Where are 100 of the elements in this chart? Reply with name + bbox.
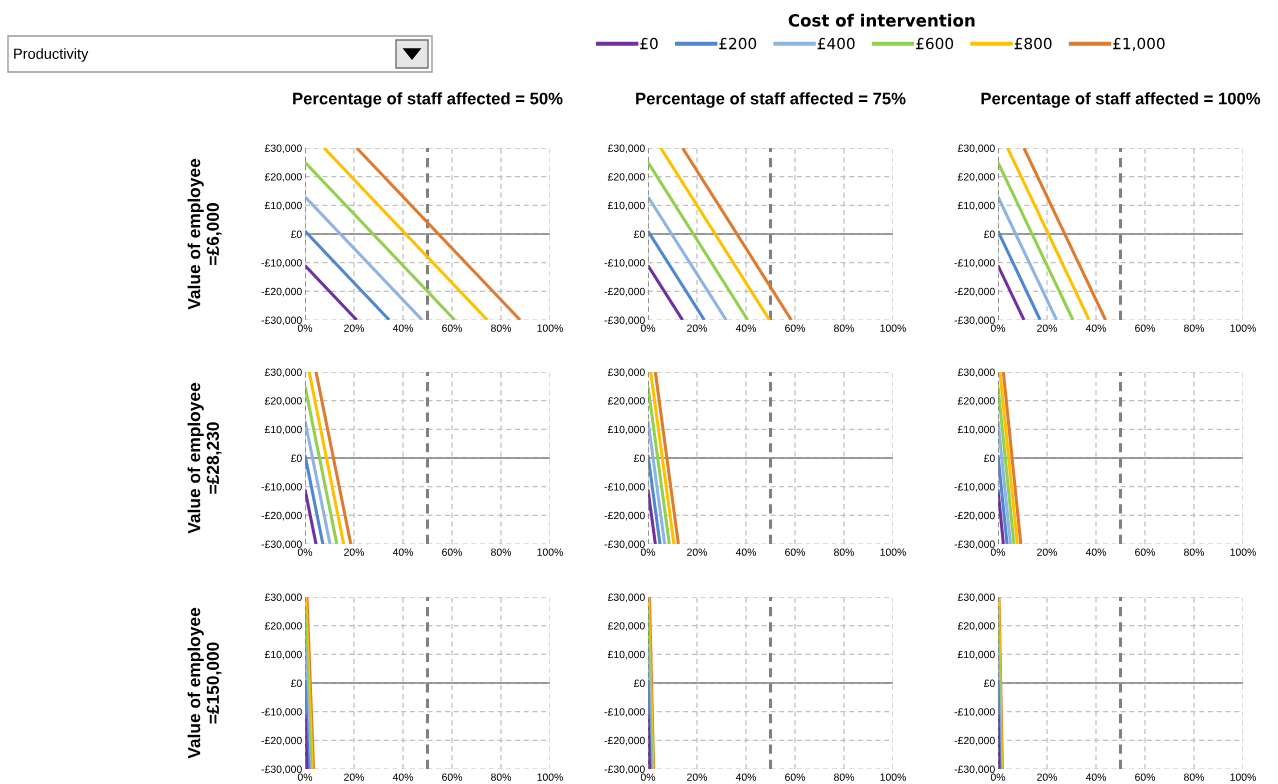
y-axis-title: Value of employee =£28,230 bbox=[187, 382, 222, 534]
y-tick-label: £20,000 bbox=[607, 622, 645, 631]
y-tick-label: -£30,000 bbox=[954, 765, 995, 775]
y-tick-label: £10,000 bbox=[264, 650, 302, 660]
x-tick-label: 60% bbox=[785, 773, 806, 781]
x-tick-label: 0% bbox=[297, 324, 313, 332]
x-tick-label: 0% bbox=[990, 324, 1006, 332]
x-tick-label: 0% bbox=[640, 548, 656, 556]
y-tick-label: -£10,000 bbox=[604, 259, 645, 268]
legend-label: £600 bbox=[916, 37, 954, 50]
y-tick-label: £20,000 bbox=[957, 397, 995, 406]
y-tick-label: -£30,000 bbox=[261, 540, 302, 550]
x-tick-label: 100% bbox=[537, 324, 563, 332]
x-tick-label: 100% bbox=[880, 773, 906, 781]
y-tick-label: £30,000 bbox=[957, 144, 995, 154]
y-tick-label: £10,000 bbox=[957, 425, 995, 435]
x-tick-label: 40% bbox=[392, 548, 414, 556]
y-tick-label: -£30,000 bbox=[604, 540, 645, 550]
legend-label: £200 bbox=[719, 37, 757, 50]
chart-title: Percentage of staff affected = 50% bbox=[293, 92, 563, 108]
y-tick-label: £0 bbox=[633, 230, 645, 238]
x-tick-label: 100% bbox=[1230, 324, 1256, 332]
y-tick-label: £20,000 bbox=[957, 173, 995, 182]
y-tick-label: £30,000 bbox=[607, 368, 645, 378]
x-tick-label: 40% bbox=[735, 548, 757, 556]
x-tick-label: 60% bbox=[1135, 324, 1156, 332]
y-tick-label: £10,000 bbox=[957, 650, 995, 660]
y-tick-label: -£30,000 bbox=[954, 540, 995, 550]
x-tick-label: 20% bbox=[344, 548, 365, 556]
x-tick-label: 0% bbox=[990, 548, 1006, 556]
y-axis-title: Value of employee =£6,000 bbox=[187, 158, 222, 310]
x-tick-label: 0% bbox=[990, 773, 1006, 781]
y-tick-label: -£10,000 bbox=[954, 483, 995, 492]
x-tick-label: 100% bbox=[537, 548, 563, 556]
x-tick-label: 40% bbox=[1085, 773, 1107, 781]
x-tick-label: 60% bbox=[442, 324, 463, 332]
y-tick-label: £10,000 bbox=[607, 425, 645, 435]
y-tick-label: -£10,000 bbox=[604, 708, 645, 717]
x-tick-label: 60% bbox=[785, 324, 806, 332]
y-tick-label: -£10,000 bbox=[261, 708, 302, 717]
y-tick-label: £20,000 bbox=[264, 397, 302, 406]
x-tick-label: 80% bbox=[491, 324, 512, 332]
text: Productivity bbox=[14, 48, 89, 62]
x-tick-label: 0% bbox=[297, 773, 313, 781]
y-tick-label: -£30,000 bbox=[604, 316, 645, 326]
y-tick-label: £20,000 bbox=[957, 622, 995, 631]
y-tick-label: £20,000 bbox=[264, 622, 302, 631]
x-tick-label: 60% bbox=[1135, 548, 1156, 556]
x-tick-label: 80% bbox=[834, 548, 855, 556]
y-tick-label: £30,000 bbox=[607, 593, 645, 603]
x-tick-label: 80% bbox=[491, 548, 512, 556]
x-tick-label: 80% bbox=[1184, 773, 1205, 781]
chart-title: Percentage of staff affected = 100% bbox=[981, 92, 1261, 108]
x-tick-label: 0% bbox=[640, 324, 656, 332]
x-tick-label: 40% bbox=[735, 773, 757, 781]
x-tick-label: 20% bbox=[687, 773, 708, 781]
y-tick-label: £20,000 bbox=[607, 173, 645, 182]
y-tick-label: -£20,000 bbox=[604, 736, 645, 746]
y-tick-label: £30,000 bbox=[957, 593, 995, 603]
x-tick-label: 80% bbox=[1184, 324, 1205, 332]
x-tick-label: 20% bbox=[344, 324, 365, 332]
y-tick-label: £0 bbox=[290, 230, 302, 238]
y-tick-label: £0 bbox=[983, 679, 995, 687]
y-tick-label: £0 bbox=[983, 230, 995, 238]
y-tick-label: £10,000 bbox=[607, 201, 645, 211]
y-tick-label: -£30,000 bbox=[261, 765, 302, 775]
y-tick-label: £0 bbox=[633, 679, 645, 687]
x-tick-label: 40% bbox=[1085, 548, 1107, 556]
x-tick-label: 0% bbox=[640, 773, 656, 781]
y-tick-label: £20,000 bbox=[264, 173, 302, 182]
x-tick-label: 20% bbox=[1037, 324, 1058, 332]
y-tick-label: £30,000 bbox=[957, 368, 995, 378]
y-tick-label: £30,000 bbox=[264, 593, 302, 603]
y-tick-label: £30,000 bbox=[607, 144, 645, 154]
y-tick-label: £10,000 bbox=[957, 201, 995, 211]
x-tick-label: 40% bbox=[1085, 324, 1107, 332]
legend-label: £1,000 bbox=[1113, 37, 1165, 51]
x-tick-label: 80% bbox=[834, 324, 855, 332]
y-tick-label: -£20,000 bbox=[604, 511, 645, 521]
y-tick-label: £10,000 bbox=[607, 650, 645, 660]
y-tick-label: £30,000 bbox=[264, 144, 302, 154]
y-tick-label: -£10,000 bbox=[604, 483, 645, 492]
y-tick-label: £10,000 bbox=[264, 201, 302, 211]
x-tick-label: 60% bbox=[1135, 773, 1156, 781]
y-tick-label: -£30,000 bbox=[261, 316, 302, 326]
x-tick-label: 100% bbox=[880, 548, 906, 556]
y-tick-label: -£10,000 bbox=[261, 259, 302, 268]
x-tick-label: 80% bbox=[834, 773, 855, 781]
x-tick-label: 100% bbox=[880, 324, 906, 332]
x-tick-label: 100% bbox=[1230, 773, 1256, 781]
y-tick-label: -£30,000 bbox=[604, 765, 645, 775]
y-tick-label: -£10,000 bbox=[954, 259, 995, 268]
x-tick-label: 80% bbox=[491, 773, 512, 781]
y-tick-label: -£20,000 bbox=[604, 287, 645, 297]
x-tick-label: 0% bbox=[297, 548, 313, 556]
y-axis-title: Value of employee =£150,000 bbox=[187, 607, 222, 759]
y-tick-label: -£20,000 bbox=[954, 736, 995, 746]
y-tick-label: -£20,000 bbox=[261, 287, 302, 297]
y-tick-label: £0 bbox=[633, 454, 645, 462]
y-tick-label: £20,000 bbox=[607, 397, 645, 406]
